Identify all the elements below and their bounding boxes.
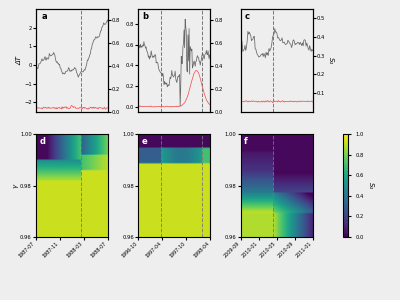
Text: d: d — [40, 137, 46, 146]
Text: f: f — [244, 137, 248, 146]
Text: e: e — [142, 137, 148, 146]
Y-axis label: S₁: S₁ — [328, 57, 334, 64]
Text: b: b — [142, 12, 148, 21]
Y-axis label: ΔT: ΔT — [17, 56, 23, 65]
Y-axis label: S₁: S₁ — [368, 182, 374, 189]
Text: a: a — [42, 12, 47, 21]
Text: c: c — [244, 12, 249, 21]
Y-axis label: γ: γ — [13, 184, 19, 188]
